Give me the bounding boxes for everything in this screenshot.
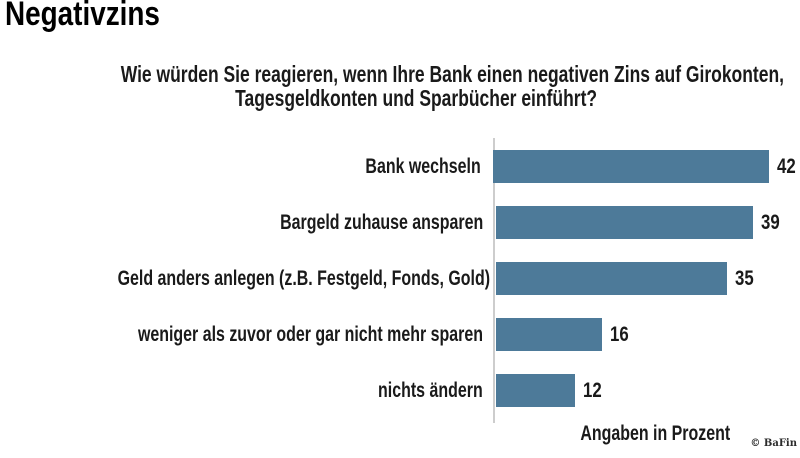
bar-row: weniger als zuvor oder gar nicht mehr sp… xyxy=(0,318,800,351)
bar xyxy=(496,206,753,239)
category-label: nichts ändern xyxy=(378,379,483,402)
bar xyxy=(496,374,575,407)
value-label: 35 xyxy=(735,267,754,290)
bar xyxy=(493,150,769,183)
page-title: Negativzins xyxy=(5,0,160,33)
unit-note-text: Angaben in Prozent xyxy=(580,422,730,445)
axis-baseline xyxy=(493,138,495,423)
category-label: Geld anders anlegen (z.B. Festgeld, Fond… xyxy=(117,267,491,290)
survey-question-line1: Wie würden Sie reagieren, wenn Ihre Bank… xyxy=(120,61,784,87)
value-label: 39 xyxy=(761,211,780,234)
copyright-credit: © BaFin xyxy=(750,438,797,449)
value-label: 12 xyxy=(583,379,602,402)
value-label: 42 xyxy=(776,155,796,178)
bar-row: Bank wechseln 42 xyxy=(0,150,800,183)
category-label: Bargeld zuhause ansparen xyxy=(279,211,483,234)
bar-row: Geld anders anlegen (z.B. Festgeld, Fond… xyxy=(0,262,800,295)
bar xyxy=(496,318,602,351)
category-label: Bank wechseln xyxy=(364,155,481,178)
survey-question: Wie würden Sie reagieren, wenn Ihre Bank… xyxy=(16,62,800,110)
survey-question-line2: Tagesgeldkonten und Sparbücher einführt? xyxy=(235,85,597,111)
value-label: 16 xyxy=(610,323,629,346)
bar xyxy=(496,262,727,295)
unit-note: Angaben in Prozent xyxy=(533,422,730,446)
category-label: weniger als zuvor oder gar nicht mehr sp… xyxy=(137,323,483,346)
bar-row: nichts ändern 12 xyxy=(0,374,800,407)
bar-row: Bargeld zuhause ansparen 39 xyxy=(0,206,800,239)
